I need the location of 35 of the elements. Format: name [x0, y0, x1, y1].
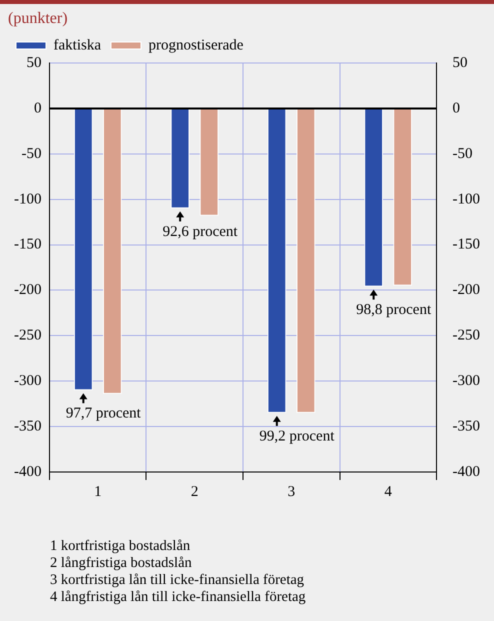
y-tick-label: -100 — [14, 191, 42, 208]
y2-tick-label: -400 — [452, 464, 480, 480]
y-tick-label: -200 — [14, 282, 42, 298]
y-axis-title: (punkter) — [7, 9, 69, 28]
y2-tick-label: -50 — [452, 146, 473, 162]
x-tick-label: 1 — [94, 484, 102, 500]
y-tick-label: -350 — [14, 418, 42, 434]
y-tick-label: -400 — [14, 464, 42, 480]
y2-tick-label: -350 — [452, 418, 480, 434]
y2-tick-label: -250 — [452, 328, 480, 344]
text: 4 långfristiga lån till icke-finansiella företag — [50, 589, 307, 606]
annotation: 97,7 procent — [66, 406, 142, 422]
text: 3 kortfristiga lån till icke-finansiella företag — [50, 572, 306, 589]
x-tick-label: 2 — [190, 484, 198, 500]
annotation: 98,8 procent — [356, 302, 432, 318]
y2-tick-label: 50 — [452, 54, 468, 71]
y2-tick-label: 0 — [452, 100, 460, 116]
annotation: 92,6 procent — [162, 224, 238, 240]
y-tick-label: 50 — [26, 54, 42, 71]
y2-tick-label: -100 — [452, 191, 480, 208]
text: 1 kortfristiga bostadslån — [50, 538, 192, 555]
x-tick-label: 4 — [384, 484, 392, 500]
legend-label: faktiska — [54, 37, 102, 54]
x-tick-label: 3 — [288, 484, 296, 500]
y-tick-label: -150 — [14, 236, 42, 253]
y-tick-label: -250 — [14, 328, 42, 344]
y2-tick-label: -200 — [452, 282, 480, 298]
y2-tick-label: -300 — [452, 373, 480, 390]
text: 2 långfristiga bostadslån — [50, 555, 193, 572]
y-tick-label: 0 — [34, 100, 42, 116]
y-tick-label: -50 — [21, 146, 42, 162]
legend-label: prognostiserade — [148, 37, 244, 54]
y-tick-label: -300 — [14, 373, 42, 390]
annotation: 99,2 procent — [259, 428, 336, 444]
y2-tick-label: -150 — [452, 236, 480, 253]
